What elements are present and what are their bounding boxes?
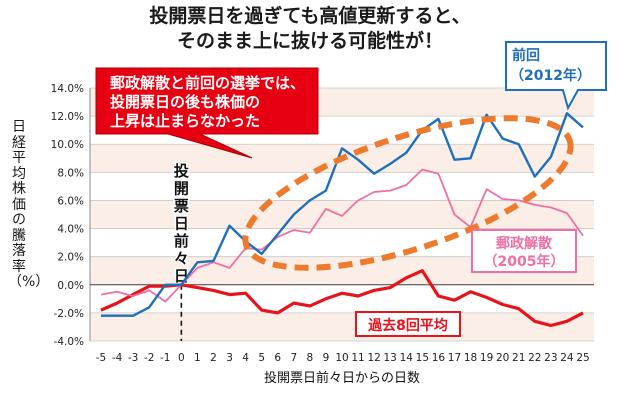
x-tick-label: 13 — [384, 352, 397, 364]
label-box-2012 — [505, 41, 607, 111]
x-tick-label: -5 — [96, 352, 106, 364]
y-tick-label: -4.0% — [54, 336, 84, 348]
x-tick-label: 17 — [448, 352, 461, 364]
label-box-avg — [355, 311, 461, 337]
x-tick-label: 6 — [274, 352, 281, 364]
x-tick-label: 9 — [323, 352, 330, 364]
y-tick-label: -2.0% — [54, 308, 84, 320]
x-tick-label: 16 — [432, 352, 446, 364]
day-zero-label-char: 々 — [174, 250, 189, 268]
label-avg: 過去8回平均 — [367, 317, 448, 334]
x-tick-label: 12 — [367, 352, 380, 364]
y-tick-label: 2.0% — [57, 252, 84, 264]
y-tick-label: 10.0% — [51, 139, 84, 151]
x-tick-label: 8 — [307, 352, 314, 364]
x-tick-label: 1 — [194, 352, 201, 364]
x-tick-label: -3 — [128, 352, 138, 364]
day-zero-label-char: 前 — [174, 232, 189, 250]
label-2012-line1: 前回 — [512, 47, 540, 64]
day-zero-label-char: 票 — [174, 197, 189, 215]
label-2005-line1: 郵政解散 — [496, 235, 553, 252]
headline-line-2: そのまま上に抜ける可能性が！ — [176, 30, 443, 52]
x-tick-label: -2 — [144, 352, 154, 364]
day-zero-label-char: 日 — [174, 215, 189, 233]
callout-text-line: 投開票日の後も株価の — [110, 93, 260, 111]
callout-box — [95, 67, 319, 159]
x-tick-label: 11 — [351, 352, 364, 364]
day-zero-label-char: 投 — [174, 162, 189, 180]
x-tick-label: 23 — [544, 352, 557, 364]
x-tick-label: 20 — [496, 352, 509, 364]
y-tick-label: 14.0% — [51, 83, 84, 95]
y-tick-label: 0.0% — [57, 280, 84, 292]
x-tick-label: 22 — [528, 352, 541, 364]
x-tick-label: 3 — [226, 352, 233, 364]
x-tick-label: 7 — [290, 352, 297, 364]
x-tick-label: 18 — [464, 352, 477, 364]
x-tick-label: 15 — [416, 352, 429, 364]
y-tick-label: 4.0% — [57, 224, 84, 236]
label-2005-line2: （2005年） — [484, 253, 565, 270]
y-tick-label: 6.0% — [57, 195, 84, 207]
highlight-ellipse — [242, 115, 574, 271]
x-tick-label: 21 — [512, 352, 525, 364]
background-band — [90, 200, 594, 229]
background-band — [90, 312, 594, 341]
chart-headline: 投開票日を過ぎても高値更新すると、 そのまま上に抜ける可能性が！ — [0, 4, 620, 54]
x-tick-label: 10 — [335, 352, 348, 364]
y-tick-label: 12.0% — [51, 111, 84, 123]
x-tick-label: 19 — [480, 352, 493, 364]
x-tick-label: 2 — [210, 352, 217, 364]
label-2012-line2: （2012年） — [510, 67, 591, 84]
x-tick-label: -1 — [160, 352, 170, 364]
x-tick-label: 14 — [400, 352, 414, 364]
day-zero-label-char: 開 — [174, 180, 189, 198]
x-tick-label: 25 — [576, 352, 589, 364]
callout-text-line: 上昇は止まらなかった — [110, 112, 260, 130]
x-tick-label: 5 — [258, 352, 265, 364]
x-tick-label: 4 — [242, 352, 249, 364]
x-axis-label: 投開票日前々日からの日数 — [264, 370, 420, 386]
series-line-0 — [101, 112, 584, 317]
headline-line-1: 投開票日を過ぎても高値更新すると、 — [149, 5, 471, 27]
y-tick-label: 8.0% — [57, 167, 84, 179]
x-tick-label: -4 — [112, 352, 123, 364]
label-box-2005 — [471, 229, 577, 273]
callout-text-line: 郵政解散と前回の選挙では、 — [110, 74, 305, 92]
x-tick-label: 24 — [560, 352, 574, 364]
x-tick-label: 0 — [178, 352, 185, 364]
